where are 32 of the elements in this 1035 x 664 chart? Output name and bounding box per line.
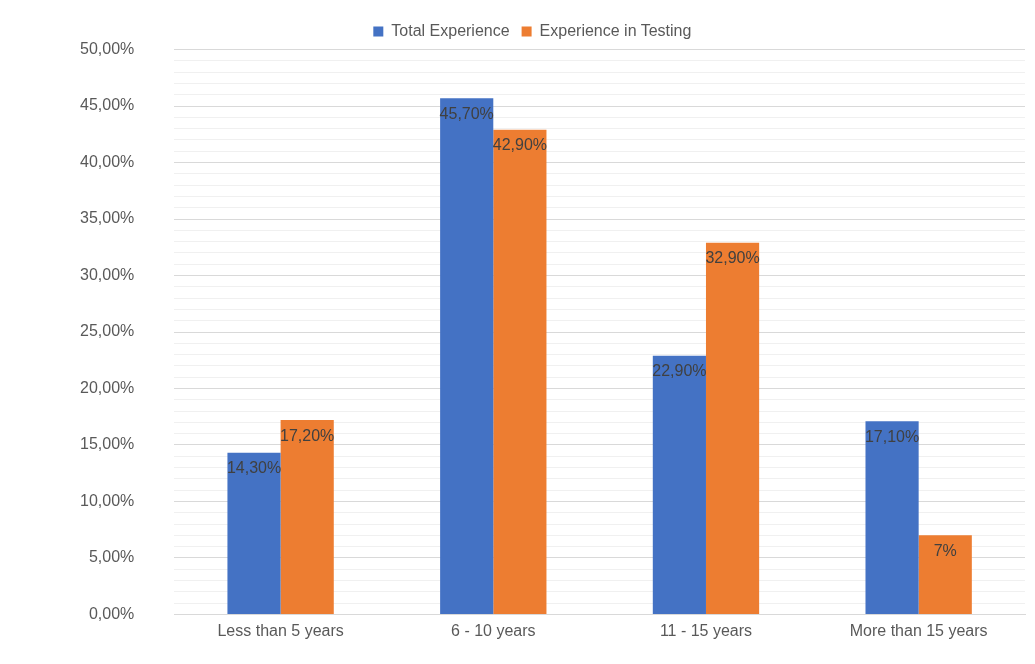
bar: [652, 355, 706, 614]
data-label: 45,70%: [439, 104, 494, 122]
data-label: 32,90%: [705, 249, 760, 267]
bar: [440, 98, 494, 614]
data-label: 17,10%: [864, 427, 920, 445]
bar: [865, 421, 919, 614]
x-tick-label: 6 - 10 years: [451, 622, 536, 640]
data-label: 17,20%: [280, 426, 335, 444]
y-tick-label: 15,00%: [80, 435, 135, 453]
y-tick-label: 10,00%: [80, 491, 135, 509]
y-tick-label: 50,00%: [80, 40, 135, 58]
bar: [227, 452, 281, 614]
bar: [493, 129, 547, 614]
y-tick-label: 0,00%: [88, 604, 135, 622]
y-tick-label: 45,00%: [80, 96, 135, 114]
data-label: 14,30%: [226, 459, 282, 477]
bar: [918, 535, 972, 614]
y-tick-label: 5,00%: [88, 548, 135, 566]
x-tick-label: 11 - 15 years: [659, 622, 753, 640]
bar: [280, 420, 334, 614]
y-tick-label: 20,00%: [80, 378, 135, 396]
x-tick-label: More than 15 years: [849, 622, 988, 640]
y-tick-label: 30,00%: [80, 265, 135, 283]
data-label: 7%: [933, 541, 957, 559]
x-tick-label: Less than 5 years: [217, 622, 344, 640]
bar: [705, 242, 760, 614]
y-tick-label: 25,00%: [80, 322, 135, 340]
y-tick-label: 40,00%: [80, 152, 135, 170]
y-tick-label: 35,00%: [80, 209, 135, 227]
legend-label: Total Experience: [391, 22, 510, 40]
data-label: 22,90%: [652, 362, 707, 380]
legend-label: Experience in Testing: [539, 22, 692, 40]
